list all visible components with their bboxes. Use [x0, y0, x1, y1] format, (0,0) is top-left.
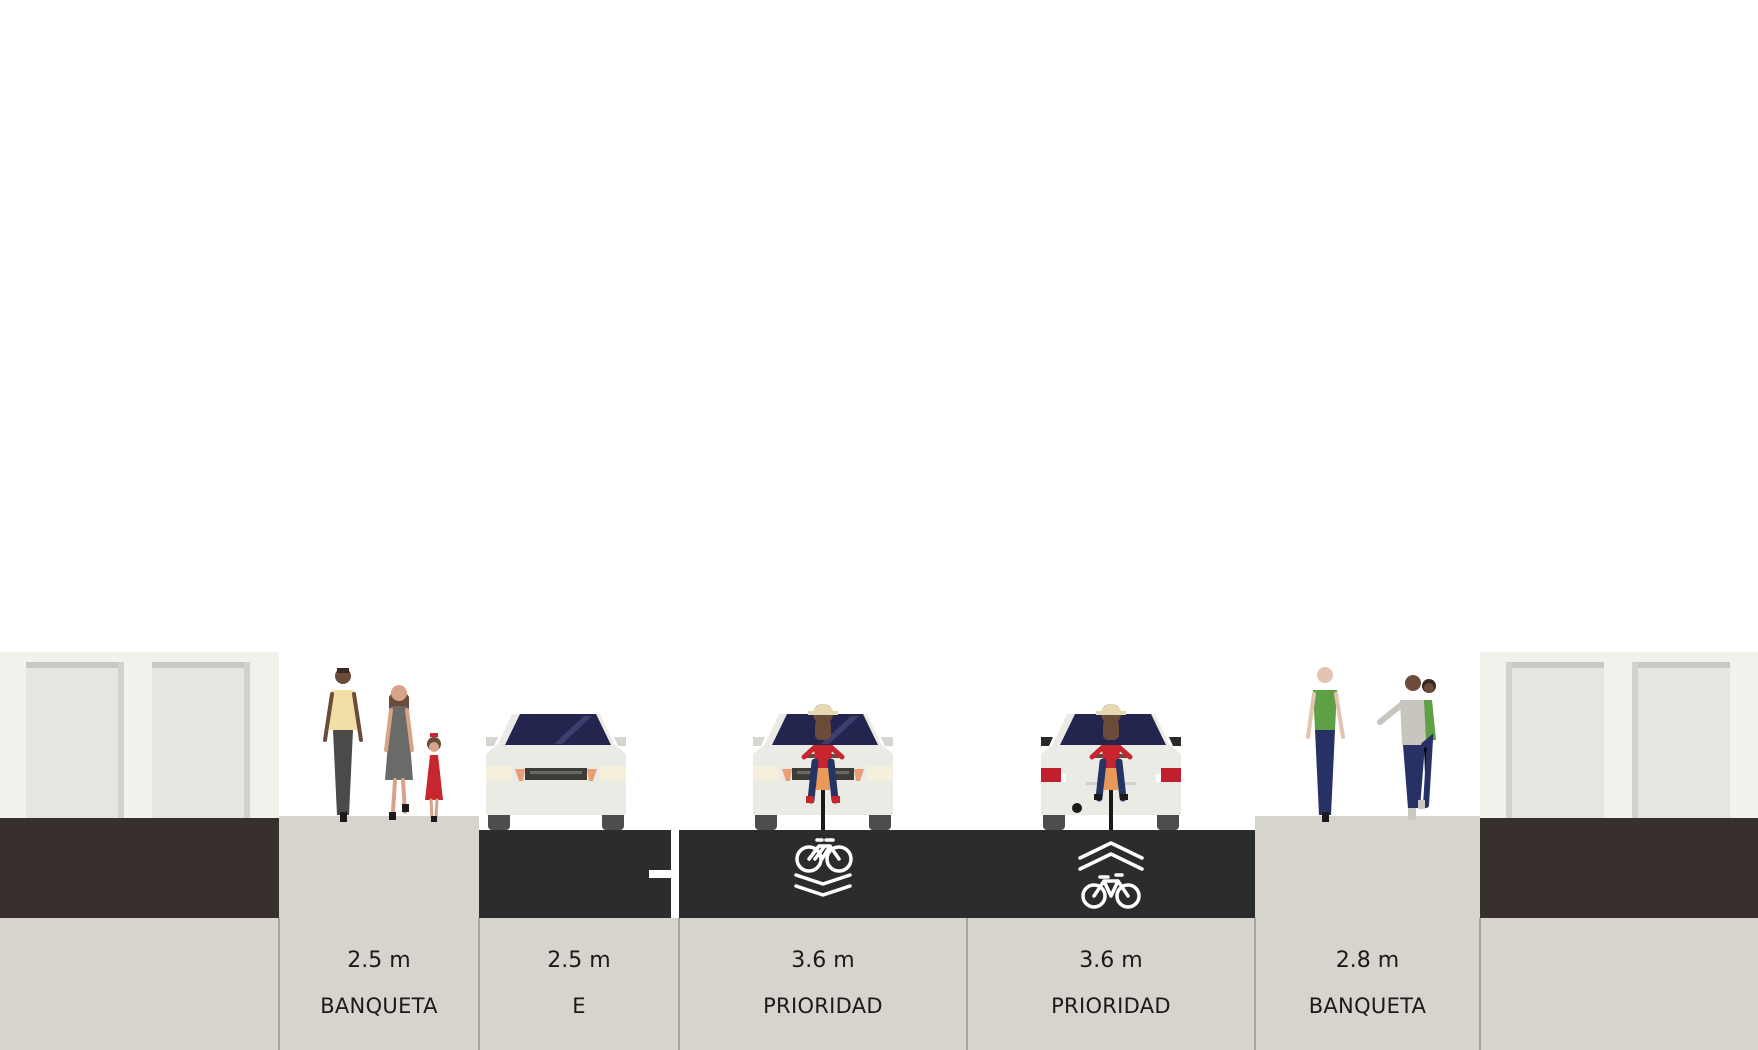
tandem-bike-icon: [794, 838, 853, 897]
cyclist-icon: [1089, 704, 1133, 830]
sharrow-icon: [1078, 841, 1144, 909]
parking-tick-icon: [649, 870, 671, 878]
segment-label-shared-1[interactable]: 3.6 m PRIORIDAD: [679, 918, 967, 1050]
segment-name: PRIORIDAD: [763, 994, 883, 1018]
segment-label-sidewalk-left[interactable]: 2.5 m BANQUETA: [279, 918, 479, 1050]
roadway-asphalt: [479, 830, 1255, 918]
cyclist-icon: [801, 704, 845, 830]
pedestrian-icon: [425, 733, 443, 822]
segment-width: 2.5 m: [547, 948, 611, 973]
segment-width: 3.6 m: [1079, 948, 1143, 973]
segment-name: BANQUETA: [320, 994, 438, 1018]
segment-name: PRIORIDAD: [1051, 994, 1171, 1018]
segment-width: 2.8 m: [1335, 948, 1400, 973]
pedestrian-icon: [1306, 667, 1345, 822]
segment-name: BANQUETA: [1308, 994, 1427, 1018]
pedestrian-icon: [1377, 675, 1436, 820]
sidewalk-right: [1255, 816, 1480, 918]
car-front-icon: [486, 714, 626, 830]
label-band: [0, 918, 1758, 1050]
segment-label-shared-2[interactable]: 3.6 m PRIORIDAD: [967, 918, 1255, 1050]
building-right: [1480, 652, 1758, 918]
segment-name: E: [572, 994, 586, 1018]
segment-divider-lines: [278, 918, 1481, 1050]
segment-label-sidewalk-right[interactable]: 2.8 m BANQUETA: [1255, 918, 1480, 1050]
pedestrian-icon: [384, 685, 414, 820]
lane-divider-marking: [671, 830, 679, 918]
segment-label-parking[interactable]: 2.5 m E: [479, 918, 679, 1050]
segment-width: 3.6 m: [791, 948, 855, 973]
pedestrian-icon: [323, 668, 363, 822]
sidewalk-left: [279, 816, 479, 918]
segment-width: 2.5 m: [347, 948, 411, 973]
building-left: [0, 652, 279, 918]
segment-labels: 2.5 m BANQUETA 2.5 m E 3.6 m PRIORIDAD 3…: [0, 918, 1758, 1050]
